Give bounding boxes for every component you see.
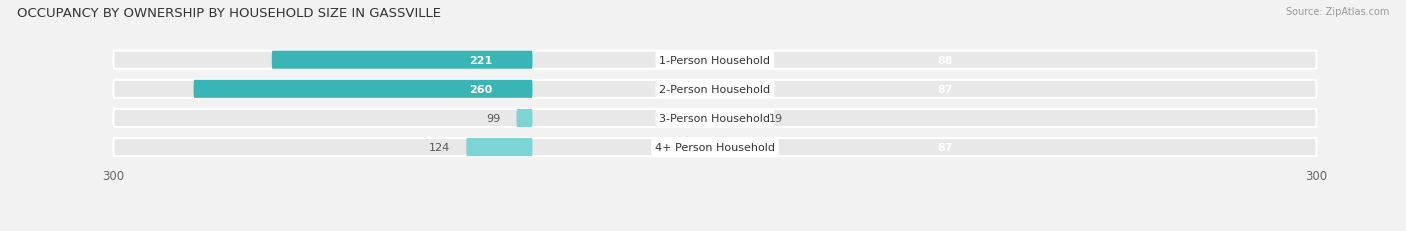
Text: 19: 19 [769,113,783,123]
Text: OCCUPANCY BY OWNERSHIP BY HOUSEHOLD SIZE IN GASSVILLE: OCCUPANCY BY OWNERSHIP BY HOUSEHOLD SIZE… [17,7,441,20]
FancyBboxPatch shape [467,138,533,156]
Text: 87: 87 [938,143,953,152]
FancyBboxPatch shape [271,52,533,70]
Text: Source: ZipAtlas.com: Source: ZipAtlas.com [1285,7,1389,17]
Text: 88: 88 [938,55,953,65]
Text: 99: 99 [486,113,501,123]
Text: 4+ Person Household: 4+ Person Household [655,143,775,152]
FancyBboxPatch shape [114,80,1316,98]
Text: 87: 87 [938,85,953,94]
Text: 2-Person Household: 2-Person Household [659,85,770,94]
FancyBboxPatch shape [114,109,1316,128]
FancyBboxPatch shape [114,52,1316,70]
Text: 221: 221 [470,55,492,65]
FancyBboxPatch shape [516,109,533,128]
FancyBboxPatch shape [194,80,533,98]
Text: 1-Person Household: 1-Person Household [659,55,770,65]
Text: 3-Person Household: 3-Person Household [659,113,770,123]
Legend: Owner-occupied, Renter-occupied: Owner-occupied, Renter-occupied [592,228,838,231]
Text: 260: 260 [470,85,492,94]
Text: 124: 124 [429,143,450,152]
FancyBboxPatch shape [114,138,1316,156]
